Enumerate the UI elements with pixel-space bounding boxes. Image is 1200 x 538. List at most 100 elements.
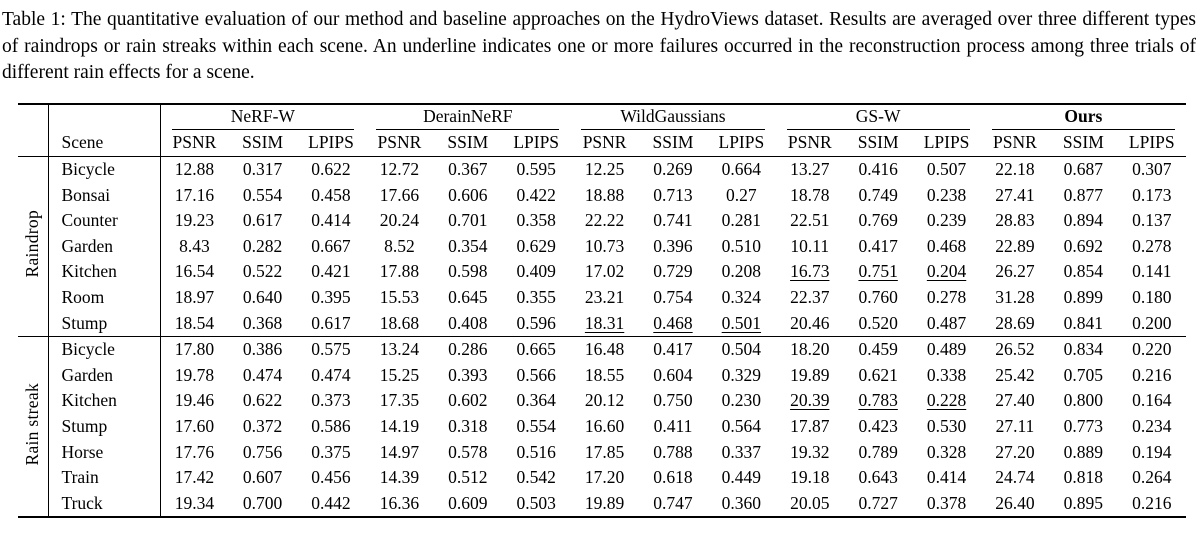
method-name: NeRF-W <box>230 106 295 127</box>
metric-cell: 15.25 <box>379 364 420 385</box>
metric-cell: 0.417 <box>858 235 898 256</box>
metric-cell: 0.238 <box>926 184 967 205</box>
metric-cell: 0.700 <box>242 492 283 513</box>
metric-cell: 0.665 <box>516 339 556 360</box>
metric-cell: 0.269 <box>653 159 693 180</box>
metric-header: PSNR <box>159 130 229 157</box>
method-group-rule: DerainNeRF <box>376 105 560 131</box>
metric-cell: 0.554 <box>516 415 556 436</box>
method-name: DerainNeRF <box>423 106 513 127</box>
scene-cell: Garden <box>47 233 160 260</box>
method-header-row: NeRF-W DerainNeRF WildGaussians GS-W Ours <box>18 103 1186 131</box>
metric-cell: 20.24 <box>379 210 420 231</box>
metric-cell: 0.216 <box>1132 364 1172 385</box>
metric-cell: 20.05 <box>790 492 830 513</box>
metric-cell: 0.747 <box>653 492 693 513</box>
table-row: Horse 17.76 0.756 0.375 14.97 0.578 0.516 17.85… <box>18 439 1186 465</box>
metric-cell: 0.783 <box>844 388 912 414</box>
scene-cell: Horse <box>47 439 160 465</box>
group-label-text: Rain streak <box>22 382 43 466</box>
metric-cell: 17.35 <box>379 390 420 411</box>
metric-cell: 0.442 <box>311 492 351 513</box>
metric-cell: 0.286 <box>448 339 488 360</box>
scene-cell: Train <box>47 464 160 491</box>
metric-cell: 18.54 <box>159 310 229 337</box>
metric-cell: 0.239 <box>926 210 967 231</box>
metric-header: SSIM <box>638 130 708 157</box>
metric-cell: 0.769 <box>858 210 898 231</box>
metric-cell: 0.520 <box>843 310 913 337</box>
metric-cell: 20.12 <box>584 390 625 411</box>
metric-cell: 19.89 <box>790 364 830 385</box>
metric-cell: 0.337 <box>721 441 762 462</box>
metric-cell: 16.36 <box>379 492 420 513</box>
metric-header: PSNR <box>365 130 434 157</box>
metric-cell: 10.11 <box>790 235 830 256</box>
metric-cell: 0.216 <box>1132 492 1172 513</box>
metric-cell: 17.02 <box>584 261 625 282</box>
metric-header: SSIM <box>433 130 502 157</box>
metric-cell: 0.701 <box>448 210 488 231</box>
metric-cell: 19.32 <box>790 441 830 462</box>
metric-cell: 19.78 <box>159 362 229 389</box>
metric-cell: 17.88 <box>379 261 420 282</box>
metric-cell: 0.324 <box>721 287 762 307</box>
method-header: NeRF-W <box>159 103 366 131</box>
corner-cell <box>18 130 48 157</box>
metric-cell: 18.55 <box>584 364 625 385</box>
metric-cell: 0.414 <box>311 210 351 231</box>
method-group-rule: NeRF-W <box>171 105 355 131</box>
metric-cell: 0.516 <box>516 441 556 462</box>
metric-cell: 0.741 <box>653 210 693 231</box>
scene-cell: Bicycle <box>47 336 160 363</box>
metric-cell: 26.40 <box>995 492 1035 513</box>
metric-cell: 14.19 <box>379 415 420 436</box>
metric-cell: 0.355 <box>516 287 556 307</box>
metric-cell: 0.474 <box>311 364 351 385</box>
metric-cell: 0.449 <box>721 467 762 488</box>
metric-cell: 18.20 <box>790 339 830 360</box>
metric-cell: 0.800 <box>1063 390 1104 411</box>
metric-cell: 0.318 <box>448 415 488 436</box>
metric-cell: 8.43 <box>159 233 229 260</box>
underlined-value: 0.228 <box>926 390 967 411</box>
table-row: Garden 19.78 0.474 0.474 15.25 0.393 0.566 18.5… <box>18 362 1186 389</box>
metric-cell: 22.89 <box>995 235 1035 256</box>
metric-cell: 27.20 <box>995 441 1035 462</box>
scene-cell: Counter <box>47 207 160 234</box>
method-header: WildGaussians <box>570 104 775 131</box>
table-row: Truck 19.34 0.700 0.442 16.36 0.609 0.503 19.89… <box>18 490 1186 518</box>
metric-cell: 0.317 <box>242 159 283 180</box>
metric-cell: 13.24 <box>379 339 420 360</box>
metric-cell: 0.503 <box>516 492 556 513</box>
metric-cell: 28.83 <box>995 210 1035 231</box>
metric-cell: 0.220 <box>1132 339 1172 360</box>
metric-cell: 17.20 <box>584 467 625 488</box>
metric-cell: 0.474 <box>242 364 283 385</box>
metric-cell: 0.617 <box>296 310 366 337</box>
metric-cell: 0.414 <box>926 467 967 488</box>
metric-cell: 0.278 <box>1132 235 1172 256</box>
metric-cell: 10.73 <box>584 235 625 256</box>
corner-cell <box>18 104 48 131</box>
method-group-rule: GS-W <box>786 105 970 131</box>
table-row: Counter 19.23 0.617 0.414 20.24 0.701 0.358 22.… <box>18 207 1186 234</box>
metric-cell: 0.173 <box>1132 184 1172 205</box>
metric-cell: 27.41 <box>995 184 1035 205</box>
metric-cell: 22.22 <box>584 210 625 231</box>
metric-cell: 0.423 <box>858 415 898 436</box>
metric-cell: 18.88 <box>584 184 625 205</box>
metric-cell: 20.39 <box>776 388 844 414</box>
metric-cell: 22.51 <box>790 210 830 231</box>
metric-cell: 0.264 <box>1132 467 1172 488</box>
metric-cell: 0.416 <box>858 159 898 180</box>
metric-cell: 22.18 <box>995 159 1035 180</box>
metric-cell: 0.617 <box>242 210 283 231</box>
metric-cell: 0.489 <box>926 339 967 360</box>
table-row: Stump 18.54 0.368 0.617 18.68 0.408 0.596 18.31… <box>18 310 1186 337</box>
metric-cell: 0.507 <box>926 159 967 180</box>
metric-cell: 0.692 <box>1063 235 1104 256</box>
metric-header: LPIPS <box>296 130 366 157</box>
metric-cell: 0.566 <box>516 364 556 385</box>
metric-cell: 14.97 <box>379 441 420 462</box>
